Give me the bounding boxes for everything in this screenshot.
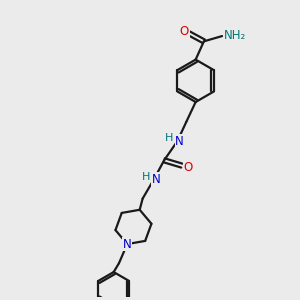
Text: N: N: [123, 238, 132, 250]
Text: H: H: [141, 172, 150, 182]
Text: O: O: [179, 25, 189, 38]
Text: O: O: [184, 160, 193, 174]
Text: H: H: [165, 133, 173, 142]
Text: NH₂: NH₂: [224, 29, 246, 42]
Text: N: N: [176, 135, 184, 148]
Text: N: N: [152, 173, 161, 186]
